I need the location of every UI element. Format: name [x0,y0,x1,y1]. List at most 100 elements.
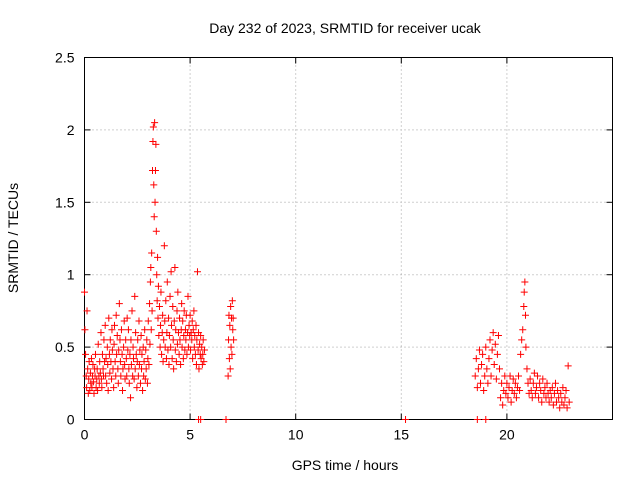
data-point [197,332,205,340]
data-point [119,365,127,373]
data-point [505,384,513,392]
data-point [528,394,536,402]
data-point [526,375,534,383]
data-point [106,369,114,377]
data-point [137,332,145,340]
data-point [171,263,179,271]
data-point [122,355,130,363]
data-point [560,401,568,409]
data-point [81,288,88,296]
data-point [168,321,176,329]
data-point [117,372,125,380]
data-point [125,379,133,387]
data-point [124,326,132,334]
data-point [509,375,517,383]
data-point [102,372,110,380]
data-point [135,360,143,368]
data-point [170,365,178,373]
data-point [144,355,152,363]
data-point [493,350,501,358]
data-point [115,300,123,308]
data-point [483,365,491,373]
data-point [108,326,116,334]
data-point [192,360,200,368]
data-point [188,317,196,325]
data-point [492,375,500,383]
data-point [121,360,129,368]
data-point [502,389,510,397]
data-point [138,350,146,358]
data-point [140,358,148,366]
data-point [155,303,163,311]
data-point [554,387,562,395]
data-point [173,340,181,348]
data-point [484,379,492,387]
data-point [564,362,572,370]
data-point [136,379,144,387]
data-point [535,394,543,402]
data-point [473,384,481,392]
data-point [157,321,165,329]
data-point [85,375,93,383]
data-point [101,321,109,329]
data-point [108,375,116,383]
data-point [151,198,159,206]
data-point [549,401,557,409]
data-point [166,292,174,300]
data-point [124,346,132,354]
data-point [145,360,153,368]
data-point [191,332,199,340]
x-tick-label: 5 [186,427,194,443]
data-point [106,336,114,344]
data-point [162,297,170,305]
data-point [105,350,113,358]
data-point [481,372,489,380]
data-point [94,340,102,348]
data-point [134,336,142,344]
plot-frame [84,57,613,420]
data-point [200,358,208,366]
data-point [229,326,237,334]
data-point [126,350,134,358]
data-point [160,336,168,344]
data-point [127,394,135,402]
data-point [499,401,507,409]
data-point [89,360,97,368]
data-point [143,379,151,387]
data-point [193,336,201,344]
data-point [146,340,154,348]
data-point [175,350,183,358]
data-point [532,384,540,392]
data-point [494,332,502,340]
y-tick-label: 2 [67,122,75,138]
data-point [169,336,177,344]
data-point [153,297,161,305]
x-tick-label: 10 [288,427,304,443]
data-point [545,398,553,406]
y-tick-label: 0.5 [55,339,75,355]
data-point [104,360,112,368]
data-point [159,358,167,366]
data-point [114,379,122,387]
data-point [94,387,102,395]
data-point [529,379,537,387]
data-point [154,282,162,290]
data-point [486,336,494,344]
data-point [179,317,187,325]
data-point [177,360,185,368]
data-point [152,140,160,148]
data-point [165,360,173,368]
data-point [152,227,160,235]
data-point [120,317,128,325]
data-point [182,336,190,344]
data-point [169,303,177,311]
data-point [474,365,482,373]
data-point [155,332,163,340]
data-point [561,394,569,402]
data-point [482,343,490,351]
data-point [117,326,125,334]
data-point [521,311,529,319]
data-point [543,379,551,387]
data-point [557,389,565,397]
